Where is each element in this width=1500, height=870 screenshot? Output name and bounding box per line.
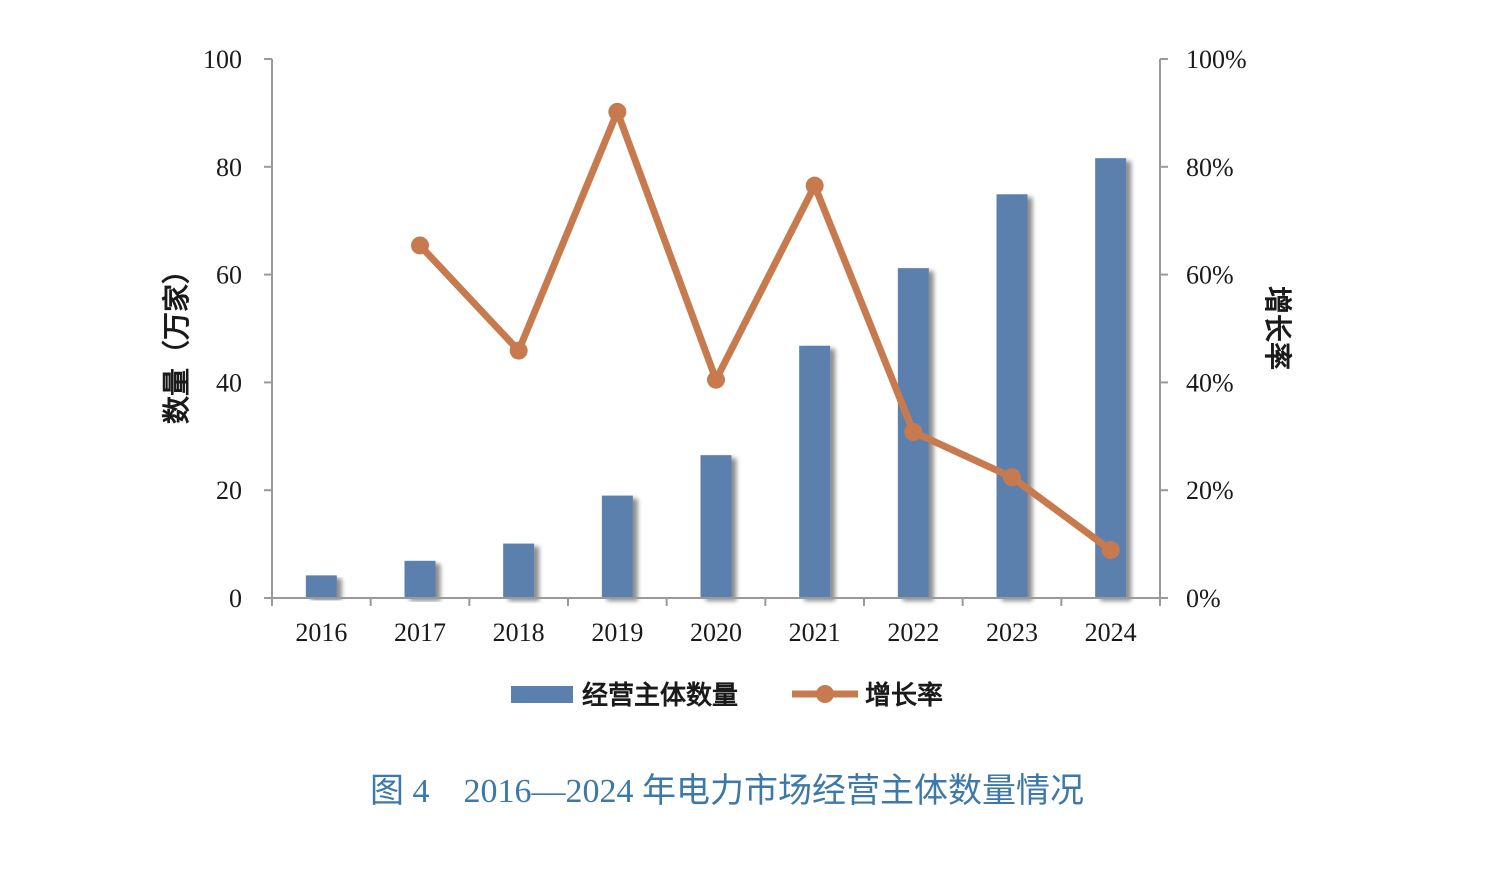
axes-layer <box>264 58 1168 606</box>
bar-2019 <box>601 495 633 598</box>
bar-2020 <box>700 455 732 598</box>
y-tick-label: 40 <box>216 368 242 397</box>
y2-tick-label: 60% <box>1186 261 1234 290</box>
figure-caption: 图 4 2016—2024 年电力市场经营主体数量情况 <box>370 772 1084 810</box>
growth-rate-line <box>416 108 1115 554</box>
growth-point-2018 <box>509 341 528 360</box>
x-tick-label-2023: 2023 <box>986 618 1038 647</box>
growth-point-2017 <box>411 236 429 255</box>
x-tick-label-2020: 2020 <box>690 618 742 647</box>
bar-2018 <box>503 543 535 598</box>
growth-point-2020 <box>707 370 725 389</box>
y2-tick-label: 100% <box>1186 45 1247 74</box>
growth-point-2024 <box>1101 541 1120 560</box>
growth-point-2019 <box>608 102 627 121</box>
x-tick-label-2018: 2018 <box>493 618 545 647</box>
bar-2024 <box>1095 158 1127 598</box>
y-tick-label: 60 <box>216 261 242 290</box>
bar-2016 <box>305 575 337 598</box>
growth-point-2022 <box>904 422 923 441</box>
x-tick-label-2017: 2017 <box>394 618 446 647</box>
x-tick-label-2021: 2021 <box>789 618 841 647</box>
legend-line-marker <box>816 685 834 703</box>
y2-tick-label: 40% <box>1186 368 1234 397</box>
y-tick-label: 100 <box>203 45 242 74</box>
bar-2021 <box>799 345 831 598</box>
labels-layer: 0 20 40 60 80 100 0% 20% 40% 60% 80% 100% 2016 2017 20… <box>203 45 1247 647</box>
legend-bar-label: 经营主体数量 <box>582 680 738 711</box>
y-axis-title: 数量（万家） <box>160 256 193 424</box>
y2-tick-label: 80% <box>1186 153 1234 182</box>
bar-2017 <box>404 560 436 598</box>
y2-tick-label: 20% <box>1186 476 1234 505</box>
y2-tick-label: 0% <box>1186 584 1221 613</box>
x-tick-label-2019: 2019 <box>591 618 643 647</box>
legend: 经营主体数量 增长率 <box>511 680 943 711</box>
legend-bar-swatch <box>511 686 573 703</box>
growth-point-2023 <box>1003 468 1021 487</box>
x-tick-label-2024: 2024 <box>1085 618 1137 647</box>
y-tick-label: 80 <box>216 153 242 182</box>
growth-line-layer <box>411 102 1120 560</box>
y-tick-label: 0 <box>229 584 242 613</box>
y2-axis-title: 增长率 <box>1261 286 1294 370</box>
growth-point-2021 <box>805 176 824 195</box>
legend-line-label: 增长率 <box>865 680 943 711</box>
bar-2023 <box>996 194 1028 598</box>
x-tick-label-2022: 2022 <box>887 618 939 647</box>
bars-layer <box>305 158 1127 598</box>
x-tick-label-2016: 2016 <box>295 618 347 647</box>
y-tick-label: 20 <box>216 476 242 505</box>
